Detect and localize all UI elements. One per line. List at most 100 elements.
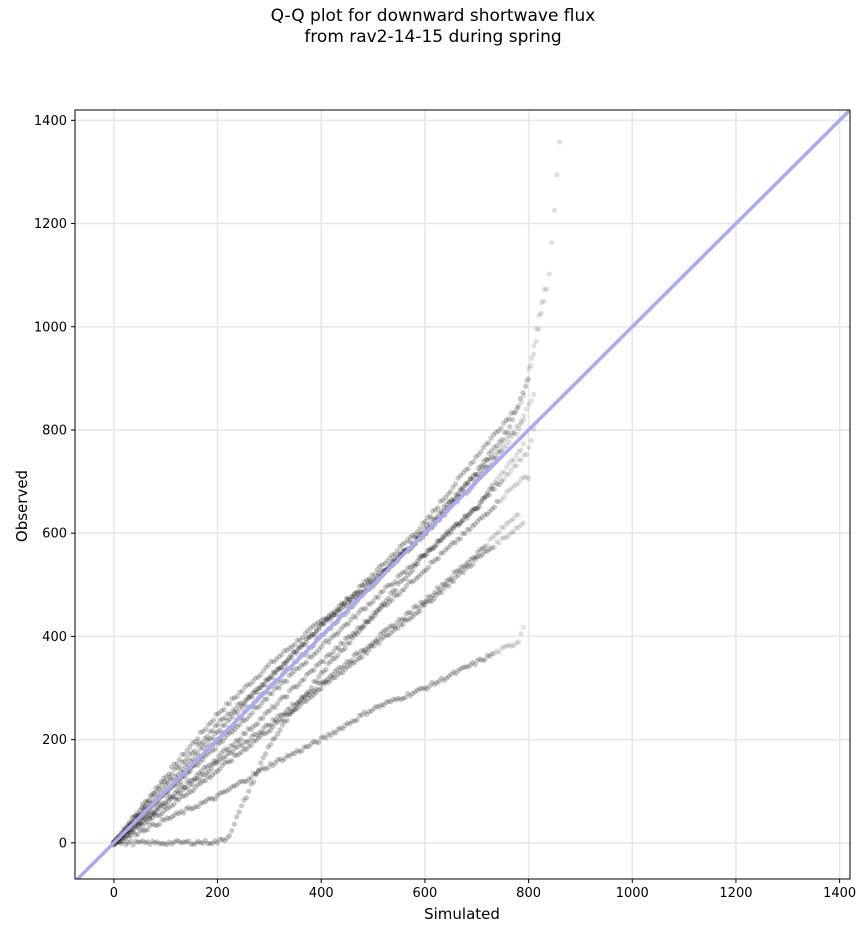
data-point: [336, 607, 342, 613]
data-point: [323, 616, 329, 622]
data-point: [336, 607, 342, 613]
data-point: [496, 649, 502, 656]
data-point: [383, 632, 389, 638]
data-point: [477, 553, 483, 559]
data-point: [404, 583, 410, 589]
data-point: [491, 544, 498, 550]
data-point: [338, 626, 344, 632]
data-point: [263, 766, 269, 772]
data-point: [282, 694, 288, 700]
data-point: [349, 635, 355, 641]
data-point: [411, 578, 417, 584]
y-tick-label: 800: [42, 423, 67, 438]
data-point: [378, 636, 384, 643]
data-point: [481, 495, 487, 501]
data-point: [480, 445, 486, 451]
data-point: [128, 838, 134, 844]
data-point: [407, 570, 413, 576]
data-point: [456, 567, 462, 573]
data-point: [265, 722, 272, 728]
data-point: [345, 664, 351, 670]
data-point: [275, 757, 281, 763]
data-point: [402, 569, 408, 575]
data-point: [398, 578, 404, 585]
data-point: [299, 694, 305, 700]
data-point: [187, 751, 193, 758]
data-point: [230, 748, 236, 754]
data-point: [156, 806, 162, 812]
data-point: [287, 645, 293, 651]
data-point: [536, 326, 542, 333]
data-point: [455, 491, 461, 497]
data-point: [410, 690, 416, 697]
data-point: [287, 710, 293, 716]
data-point: [296, 644, 302, 650]
data-point: [337, 648, 343, 654]
data-point: [441, 677, 447, 684]
data-point: [417, 608, 423, 614]
data-point: [192, 777, 198, 783]
data-point: [400, 569, 406, 575]
data-point: [482, 494, 488, 500]
data-point: [197, 729, 203, 735]
data-point: [363, 606, 369, 612]
data-point: [424, 686, 430, 692]
data-point: [277, 756, 283, 762]
data-point: [161, 817, 168, 823]
data-point: [308, 689, 314, 695]
data-point: [145, 812, 151, 818]
data-point: [164, 795, 171, 802]
data-point: [331, 611, 337, 618]
data-point: [229, 784, 235, 790]
data-point: [323, 678, 329, 684]
data-point: [357, 628, 363, 634]
data-point: [531, 391, 537, 398]
data-point: [434, 584, 440, 591]
data-point: [311, 651, 317, 657]
data-point: [518, 522, 524, 528]
data-point: [302, 630, 308, 636]
data-point: [501, 535, 507, 541]
data-point: [451, 578, 457, 585]
data-point: [489, 535, 495, 541]
data-point: [299, 748, 305, 754]
data-point: [400, 622, 406, 628]
data-point: [205, 722, 211, 728]
data-point: [276, 665, 282, 672]
data-point: [165, 780, 171, 787]
data-point: [265, 729, 271, 735]
data-point: [184, 779, 190, 786]
data-point: [247, 713, 253, 719]
data-point: [304, 744, 310, 750]
data-point: [321, 620, 327, 626]
data-point: [175, 790, 181, 796]
data-point: [508, 430, 514, 436]
y-tick-label: 0: [59, 836, 67, 851]
data-point: [182, 784, 188, 790]
data-point: [405, 572, 411, 578]
data-point: [316, 626, 322, 632]
data-point: [166, 816, 172, 822]
data-point: [463, 467, 469, 473]
data-point: [323, 735, 329, 741]
data-point: [513, 640, 519, 646]
data-point: [325, 679, 331, 686]
data-point: [366, 576, 373, 582]
data-point: [491, 651, 498, 657]
data-point: [398, 622, 404, 628]
data-point: [485, 440, 492, 446]
data-point: [320, 679, 326, 685]
data-point: [544, 286, 550, 292]
data-point: [274, 701, 280, 707]
data-point: [359, 712, 365, 718]
data-point: [207, 729, 213, 735]
data-point: [206, 762, 212, 769]
data-point: [195, 781, 201, 788]
data-point: [135, 822, 141, 829]
data-point: [251, 731, 257, 737]
data-point: [381, 702, 387, 708]
data-point: [391, 592, 397, 598]
data-point: [513, 482, 520, 488]
data-point: [258, 766, 264, 773]
data-point: [335, 645, 341, 651]
